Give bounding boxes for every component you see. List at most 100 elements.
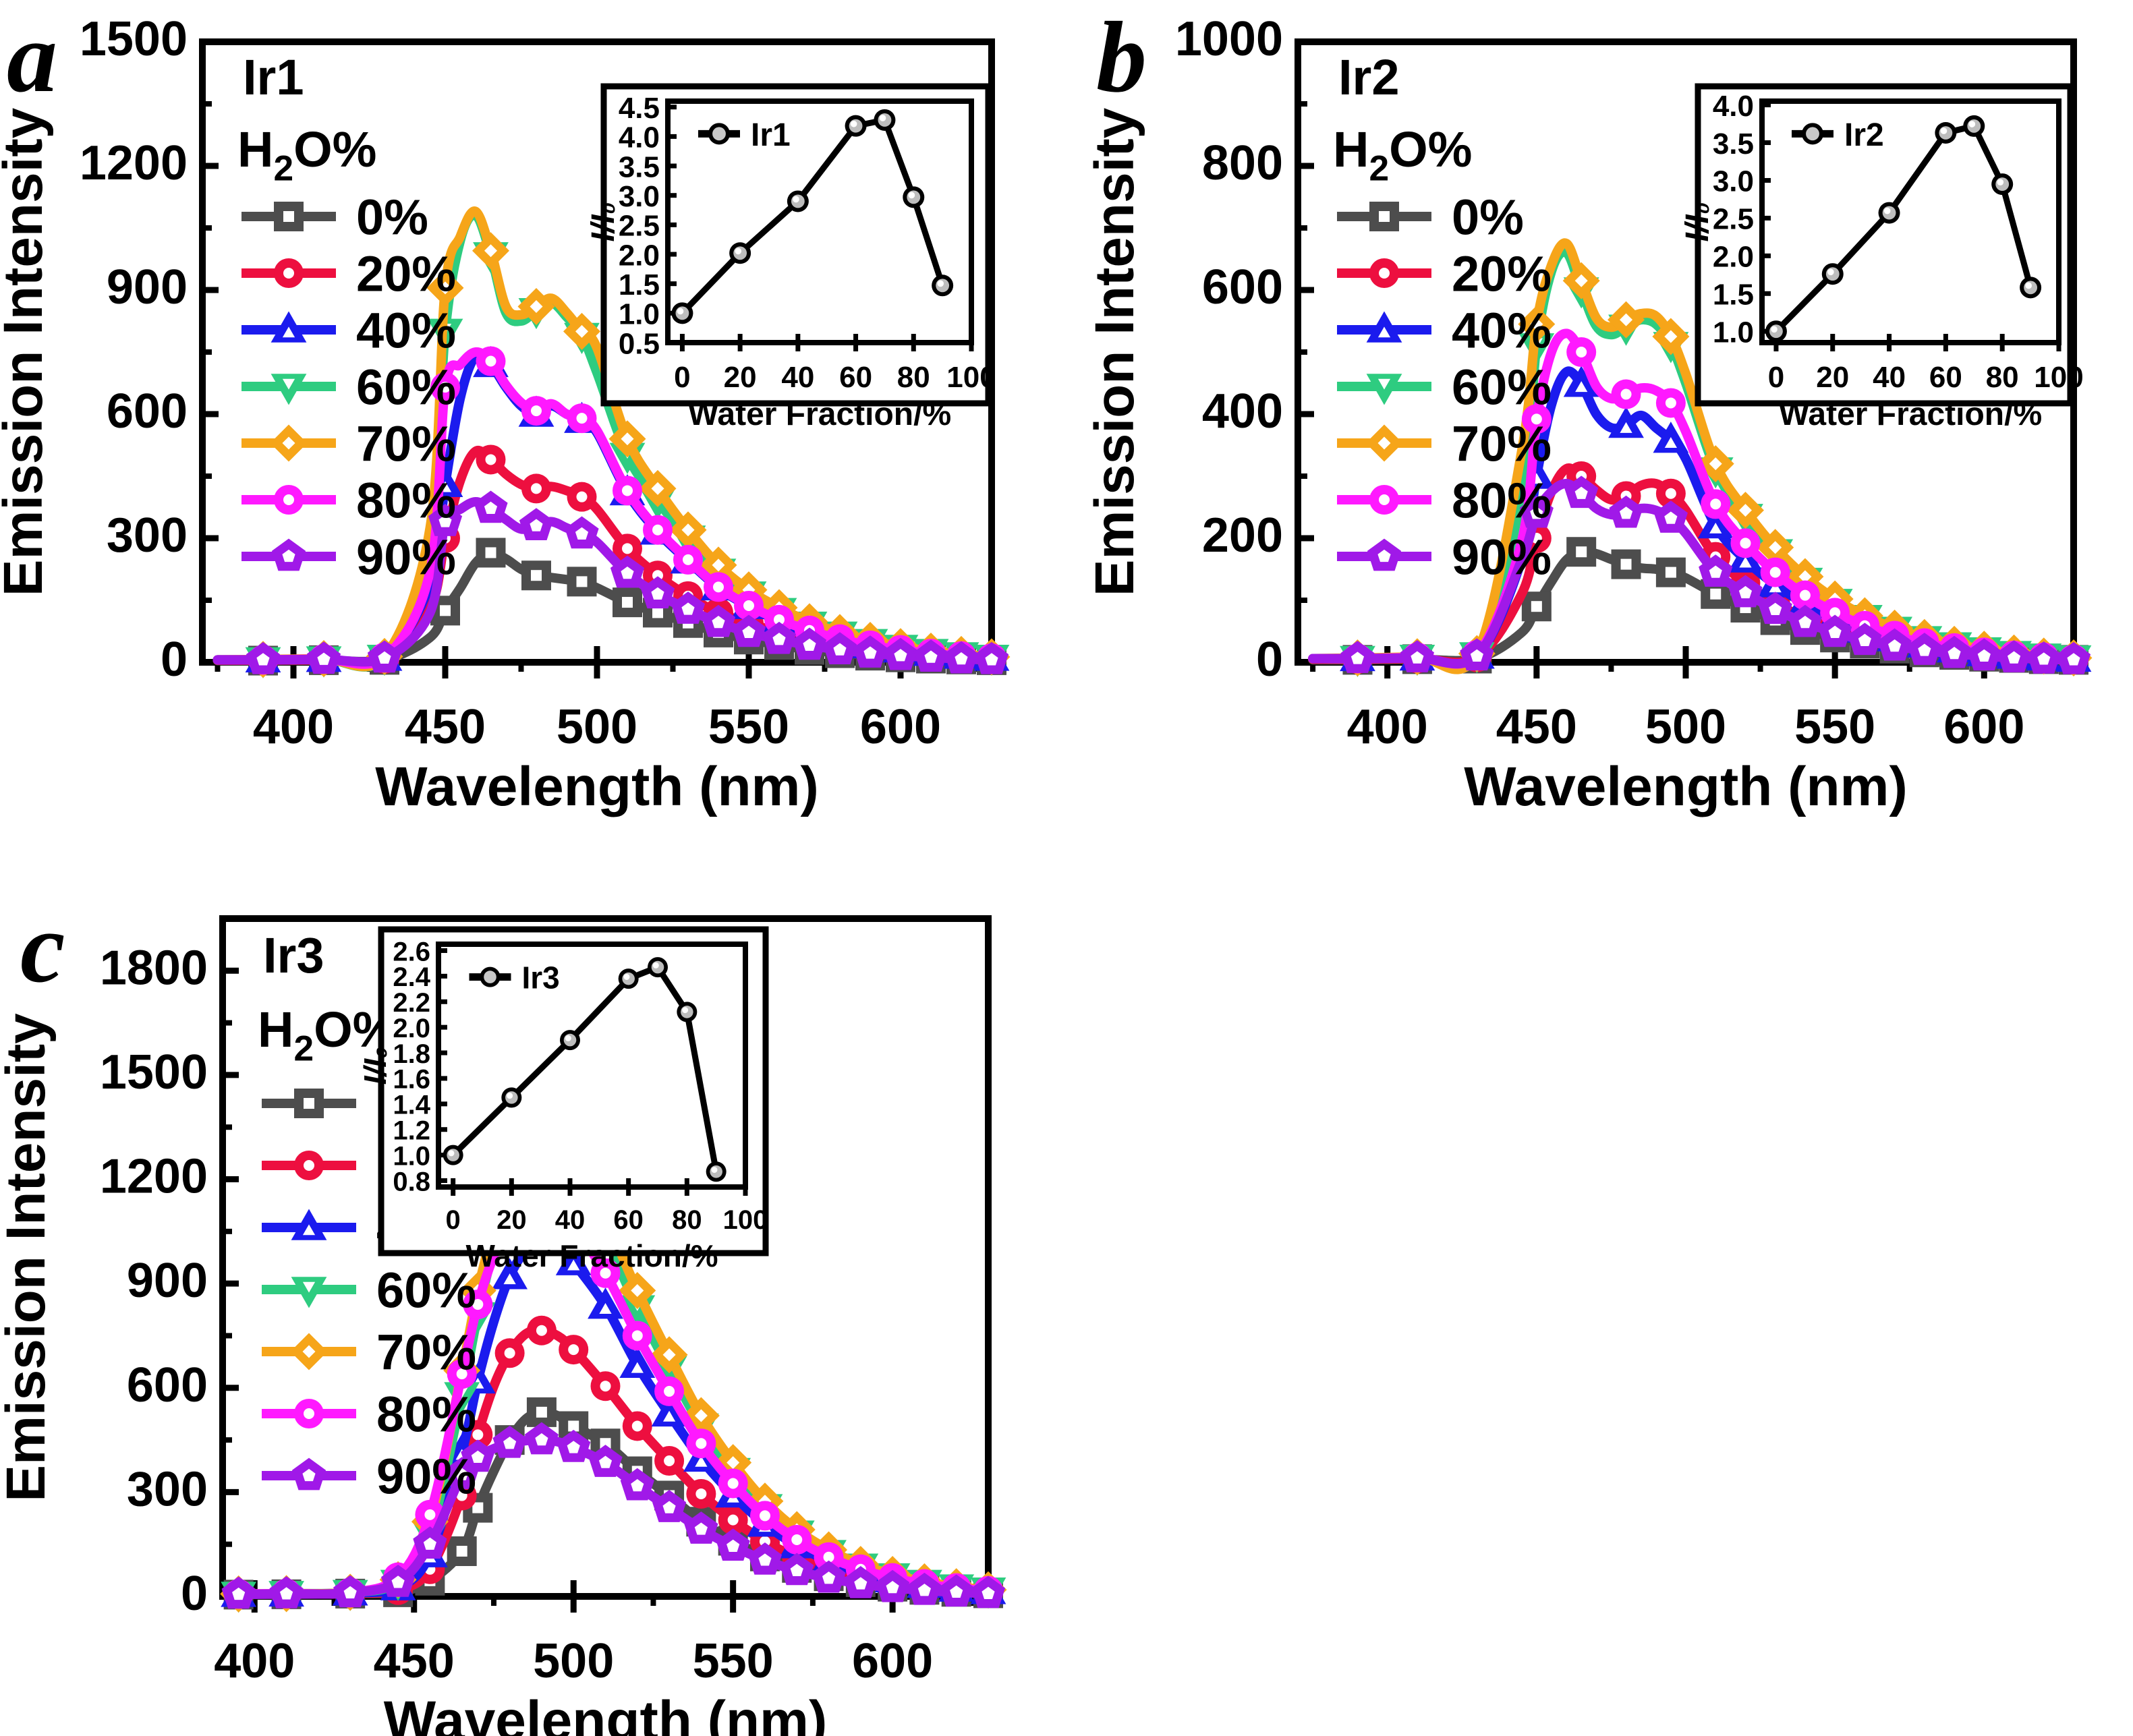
panel-label-a: a [7, 1, 57, 113]
y-tick-label: 600 [1202, 260, 1283, 314]
legend-item-60pct: 60% [262, 1263, 476, 1319]
inset-legend-label: Ir3 [522, 960, 560, 995]
legend-item-80pct: 80% [241, 473, 456, 529]
y-axis-label: Emission Intensity [0, 107, 54, 596]
panel-c: 0 300 600 900 1200 1500 1800 400 450 500 550 600 Wav… [0, 877, 1052, 1736]
legend-item-90pct: 90% [262, 1449, 476, 1505]
inset-y-axis-label: I/I₀ [1680, 202, 1715, 242]
y-tick-label: 1800 [100, 941, 208, 995]
legend-item-80pct: 80% [1337, 473, 1552, 529]
legend-label: 90% [1452, 529, 1552, 585]
inset-y-tick-label: 1.5 [619, 268, 660, 301]
plot-title: Ir1 [243, 49, 304, 105]
inset-x-tick-label: 0 [1768, 361, 1784, 394]
inset-y-tick-label: 0.8 [393, 1167, 430, 1196]
legend-item-70pct: 70% [241, 416, 456, 472]
inset-legend-label: Ir1 [751, 117, 791, 153]
x-tick-label: 600 [860, 700, 941, 754]
y-tick-label: 1500 [100, 1045, 208, 1099]
y-tick-label: 0 [1256, 633, 1283, 687]
legend-item-70pct: 70% [262, 1325, 476, 1381]
x-tick-label: 600 [852, 1634, 933, 1688]
legend-title: H2O% [1333, 121, 1472, 189]
x-axis-label: Wavelength (nm) [375, 756, 819, 817]
x-tick-label: 450 [1496, 700, 1577, 754]
y-tick-label: 300 [127, 1462, 208, 1516]
x-axis-label: Wavelength (nm) [384, 1690, 828, 1736]
plot-title: Ir2 [1338, 49, 1400, 105]
x-tick-label: 400 [214, 1634, 295, 1688]
x-tick-label: 550 [693, 1634, 774, 1688]
legend-label: 80% [376, 1387, 476, 1443]
x-tick-label: 550 [1794, 700, 1875, 754]
y-tick-label: 1200 [100, 1150, 208, 1204]
inset-x-tick-label: 20 [1816, 361, 1849, 394]
inset-y-tick-label: 4.0 [619, 121, 660, 154]
inset-y-tick-label: 2.6 [393, 937, 430, 966]
legend-a: 0%20%40%60%70%80%90% [241, 190, 456, 585]
x-tick-label: 600 [1943, 700, 2024, 754]
legend-label: 60% [356, 359, 456, 415]
inset-x-tick-label: 0 [446, 1205, 461, 1235]
plot-title: Ir3 [263, 927, 324, 983]
inset-x-axis-label: Water Fraction/% [1779, 397, 2042, 432]
legend-label: 80% [1452, 473, 1552, 529]
panel-a: 0 300 600 900 1200 1500 400 450 500 550 600 Wavelen… [0, 0, 1052, 870]
panel-label-b: b [1096, 1, 1147, 113]
legend-item-40pct: 40% [241, 303, 456, 359]
legend-label: 60% [1452, 359, 1552, 415]
inset-x-tick-label: 100 [946, 361, 996, 394]
inset-legend: Ir3 [469, 960, 560, 995]
inset-y-tick-label: 3.5 [1713, 127, 1754, 161]
y-tick-label: 800 [1202, 136, 1283, 190]
legend-label: 80% [356, 473, 456, 529]
series-group-a [212, 206, 1011, 678]
legend-label: 40% [356, 303, 456, 359]
series-group-b [1308, 238, 2093, 677]
inset-y-tick-label: 1.0 [393, 1141, 430, 1171]
inset-x-tick-label: 100 [723, 1205, 768, 1235]
inset-y-tick-label: 2.5 [1713, 203, 1754, 236]
inset-y-tick-label: 1.0 [619, 298, 660, 331]
y-tick-label: 400 [1202, 384, 1283, 438]
x-axis-label: Wavelength (nm) [1464, 756, 1908, 817]
inset-y-axis-label: I/I₀ [586, 202, 621, 242]
legend-label: 90% [376, 1449, 476, 1505]
inset-y-tick-label: 2.0 [619, 239, 660, 272]
series-90% [221, 1422, 1006, 1609]
legend-label: 20% [356, 246, 456, 302]
legend-item-90pct: 90% [1337, 529, 1552, 585]
inset-x-tick-label: 60 [839, 361, 872, 394]
legend-label: 40% [1452, 303, 1552, 359]
y-tick-label: 600 [107, 384, 188, 438]
inset-x-tick-label: 40 [1873, 361, 1906, 394]
inset-x-tick-label: 40 [781, 361, 814, 394]
inset-x-tick-label: 80 [897, 361, 930, 394]
x-tick-label: 500 [1645, 700, 1726, 754]
inset-legend-label: Ir2 [1844, 117, 1884, 153]
inset-y-tick-label: 1.5 [1713, 279, 1754, 312]
y-tick-label: 1200 [80, 136, 188, 190]
legend-label: 60% [376, 1263, 476, 1319]
inset-a: 0.51.01.52.02.53.03.54.04.5 0 20 40 60 80 100W… [586, 83, 996, 432]
legend-item-60pct: 60% [1337, 359, 1552, 415]
legend-item-80pct: 80% [262, 1387, 476, 1443]
legend-item-20pct: 20% [1337, 246, 1552, 302]
x-tick-label: 550 [708, 700, 789, 754]
y-tick-label: 300 [107, 509, 188, 562]
inset-y-tick-label: 2.0 [393, 1014, 430, 1043]
inset-x-tick-label: 0 [674, 361, 690, 394]
inset-y-tick-label: 4.0 [1713, 90, 1754, 123]
y-tick-label: 900 [127, 1254, 208, 1308]
inset-x-tick-label: 80 [672, 1205, 702, 1235]
inset-y-tick-label: 1.2 [393, 1116, 430, 1146]
x-tick-label: 400 [1347, 700, 1428, 754]
legend-item-90pct: 90% [241, 529, 456, 585]
legend-item-0pct: 0% [241, 190, 428, 245]
